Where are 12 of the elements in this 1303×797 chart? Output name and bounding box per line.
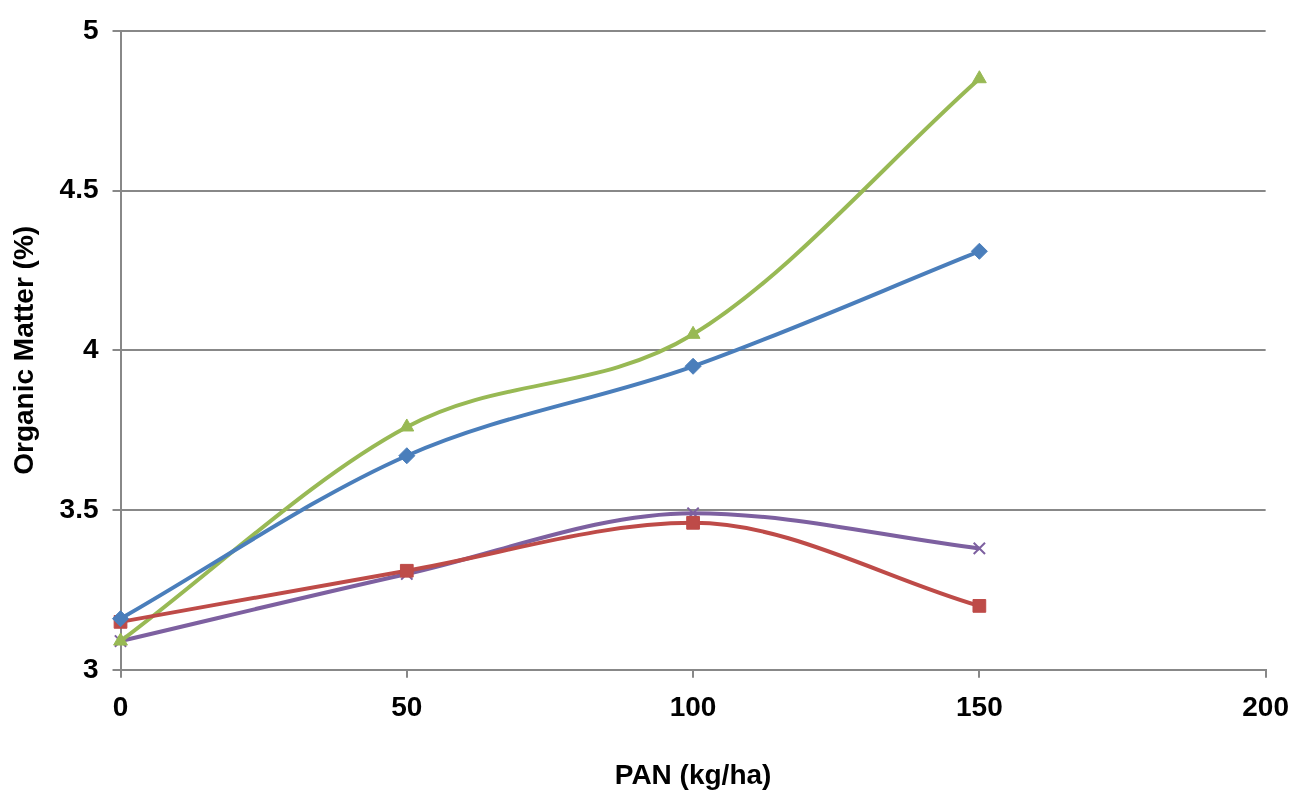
x-axis-title: PAN (kg/ha) bbox=[614, 758, 772, 790]
x-tick-label: 100 bbox=[669, 691, 717, 723]
y-tick-label: 4 bbox=[82, 333, 99, 365]
y-tick-label: 3.5 bbox=[59, 492, 99, 524]
x-tick-label: 150 bbox=[956, 691, 1003, 723]
x-tick-label: 0 bbox=[112, 691, 129, 723]
y-tick-label: 5 bbox=[82, 13, 99, 45]
x-tick-label: 200 bbox=[1242, 691, 1289, 723]
y-tick-label: 4.5 bbox=[59, 173, 99, 205]
x-tick-label: 50 bbox=[391, 691, 423, 723]
y-axis-title: Organic Matter (%) bbox=[7, 225, 39, 475]
y-tick-label: 3 bbox=[82, 652, 99, 684]
